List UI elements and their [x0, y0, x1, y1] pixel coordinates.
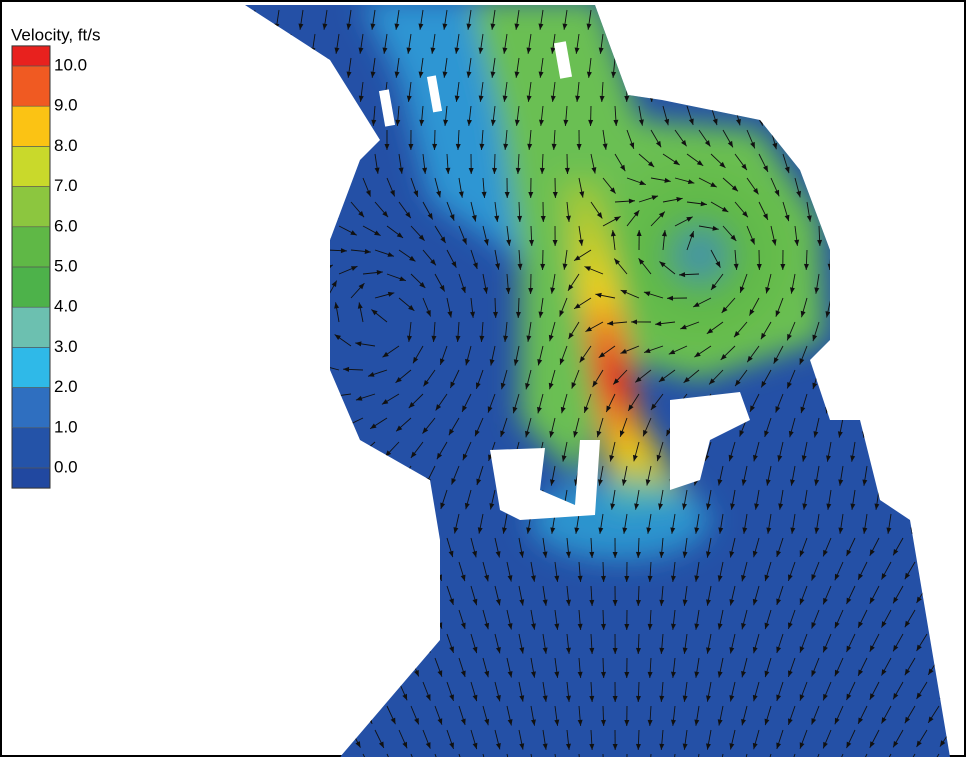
legend-tick-label: 3.0 — [54, 337, 78, 356]
legend-tick-label: 8.0 — [54, 136, 78, 155]
legend-tick-label: 9.0 — [54, 96, 78, 115]
legend-swatch — [12, 428, 50, 468]
legend-swatch — [12, 388, 50, 428]
legend-tick-label: 2.0 — [54, 377, 78, 396]
legend-swatch — [12, 146, 50, 186]
legend-swatch — [12, 307, 50, 347]
legend-title: Velocity, ft/s — [11, 25, 100, 44]
legend-swatch — [12, 46, 50, 66]
legend-swatch — [12, 227, 50, 267]
legend-swatch — [12, 187, 50, 227]
legend-tick-label: 10.0 — [54, 55, 87, 74]
legend-tick-label: 5.0 — [54, 256, 78, 275]
legend-tick-label: 4.0 — [54, 297, 78, 316]
legend-tick-label: 1.0 — [54, 417, 78, 436]
page: {"legend": {"title": "Velocity, ft/s", "… — [0, 0, 966, 757]
legend-tick-label: 7.0 — [54, 176, 78, 195]
figure: Velocity, ft/s 10.0 9.0 8.0 7.0 6.0 5.0 4.0 3.0… — [0, 0, 966, 757]
legend-tick-label: 6.0 — [54, 216, 78, 235]
legend-swatch — [12, 106, 50, 146]
legend-tick-label: 0.0 — [54, 457, 78, 476]
legend-swatch — [12, 66, 50, 106]
legend-swatch — [12, 347, 50, 387]
legend-swatch — [12, 468, 50, 488]
legend-swatch — [12, 267, 50, 307]
